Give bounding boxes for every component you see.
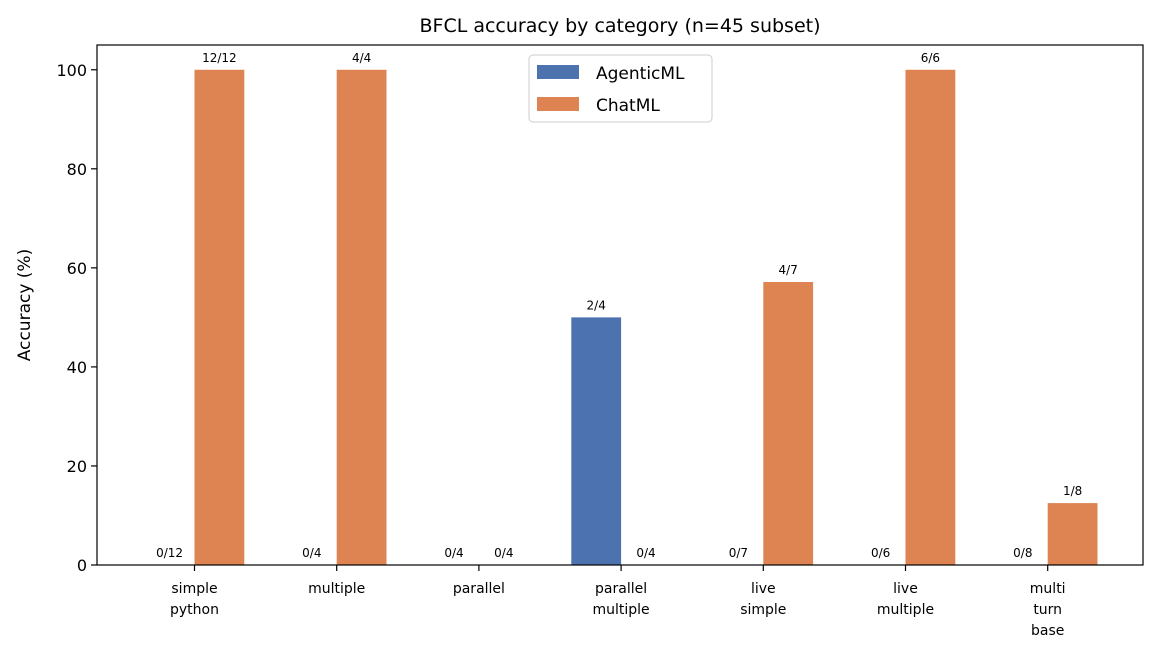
bar-chatml bbox=[1047, 503, 1098, 565]
x-tick-label: base bbox=[1031, 623, 1064, 639]
y-tick-label: 80 bbox=[67, 160, 87, 179]
x-tick-label: multiple bbox=[308, 581, 365, 597]
data-label: 0/12 bbox=[156, 546, 183, 560]
x-tick-label: multiple bbox=[593, 602, 650, 618]
data-label: 0/6 bbox=[871, 546, 890, 560]
plot-frame bbox=[96, 44, 1144, 566]
data-label: 0/4 bbox=[302, 546, 321, 560]
legend-label: ChatML bbox=[596, 96, 660, 116]
data-label: 0/4 bbox=[444, 546, 463, 560]
legend-swatch-chatml bbox=[537, 97, 579, 111]
bar-chatml bbox=[763, 282, 814, 565]
x-tick-label: live bbox=[893, 581, 918, 597]
chart-title: BFCL accuracy by category (n=45 subset) bbox=[419, 15, 820, 37]
x-tick-label: multiple bbox=[877, 602, 934, 618]
y-axis-label: Accuracy (%) bbox=[15, 249, 35, 361]
data-label: 6/6 bbox=[921, 51, 940, 65]
bar-agenticml bbox=[571, 317, 622, 565]
y-tick-label: 20 bbox=[67, 457, 87, 476]
data-label: 4/7 bbox=[779, 263, 798, 277]
x-tick-label: simple bbox=[171, 581, 217, 597]
y-tick-label: 40 bbox=[67, 358, 87, 377]
data-label: 4/4 bbox=[352, 51, 371, 65]
y-tick-label: 60 bbox=[67, 259, 87, 278]
x-tick-label: parallel bbox=[453, 581, 505, 597]
x-tick-label: python bbox=[170, 602, 219, 618]
data-label: 2/4 bbox=[587, 298, 606, 312]
x-tick-label: multi bbox=[1030, 581, 1066, 597]
bar-chatml bbox=[336, 69, 387, 565]
data-label: 0/4 bbox=[636, 546, 655, 560]
data-label: 0/8 bbox=[1013, 546, 1032, 560]
data-label: 1/8 bbox=[1063, 484, 1082, 498]
bar-chatml bbox=[905, 69, 956, 565]
legend-swatch-agenticml bbox=[537, 65, 579, 79]
legend-label: AgenticML bbox=[596, 64, 685, 84]
y-tick-label: 0 bbox=[77, 556, 87, 575]
data-label: 12/12 bbox=[202, 51, 237, 65]
chart-marks: 0 20 40 60 80 100 0/12 12/12 simple python 0/4 4/4 m… bbox=[56, 51, 1098, 639]
x-tick-label: simple bbox=[740, 602, 786, 618]
data-label: 0/4 bbox=[494, 546, 513, 560]
bar-chatml bbox=[194, 69, 245, 565]
legend: AgenticML ChatML bbox=[528, 54, 713, 123]
x-tick-label: parallel bbox=[595, 581, 647, 597]
x-tick-label: live bbox=[751, 581, 776, 597]
y-tick-label: 100 bbox=[56, 61, 87, 80]
x-tick-label: turn bbox=[1033, 602, 1062, 618]
data-label: 0/7 bbox=[729, 546, 748, 560]
